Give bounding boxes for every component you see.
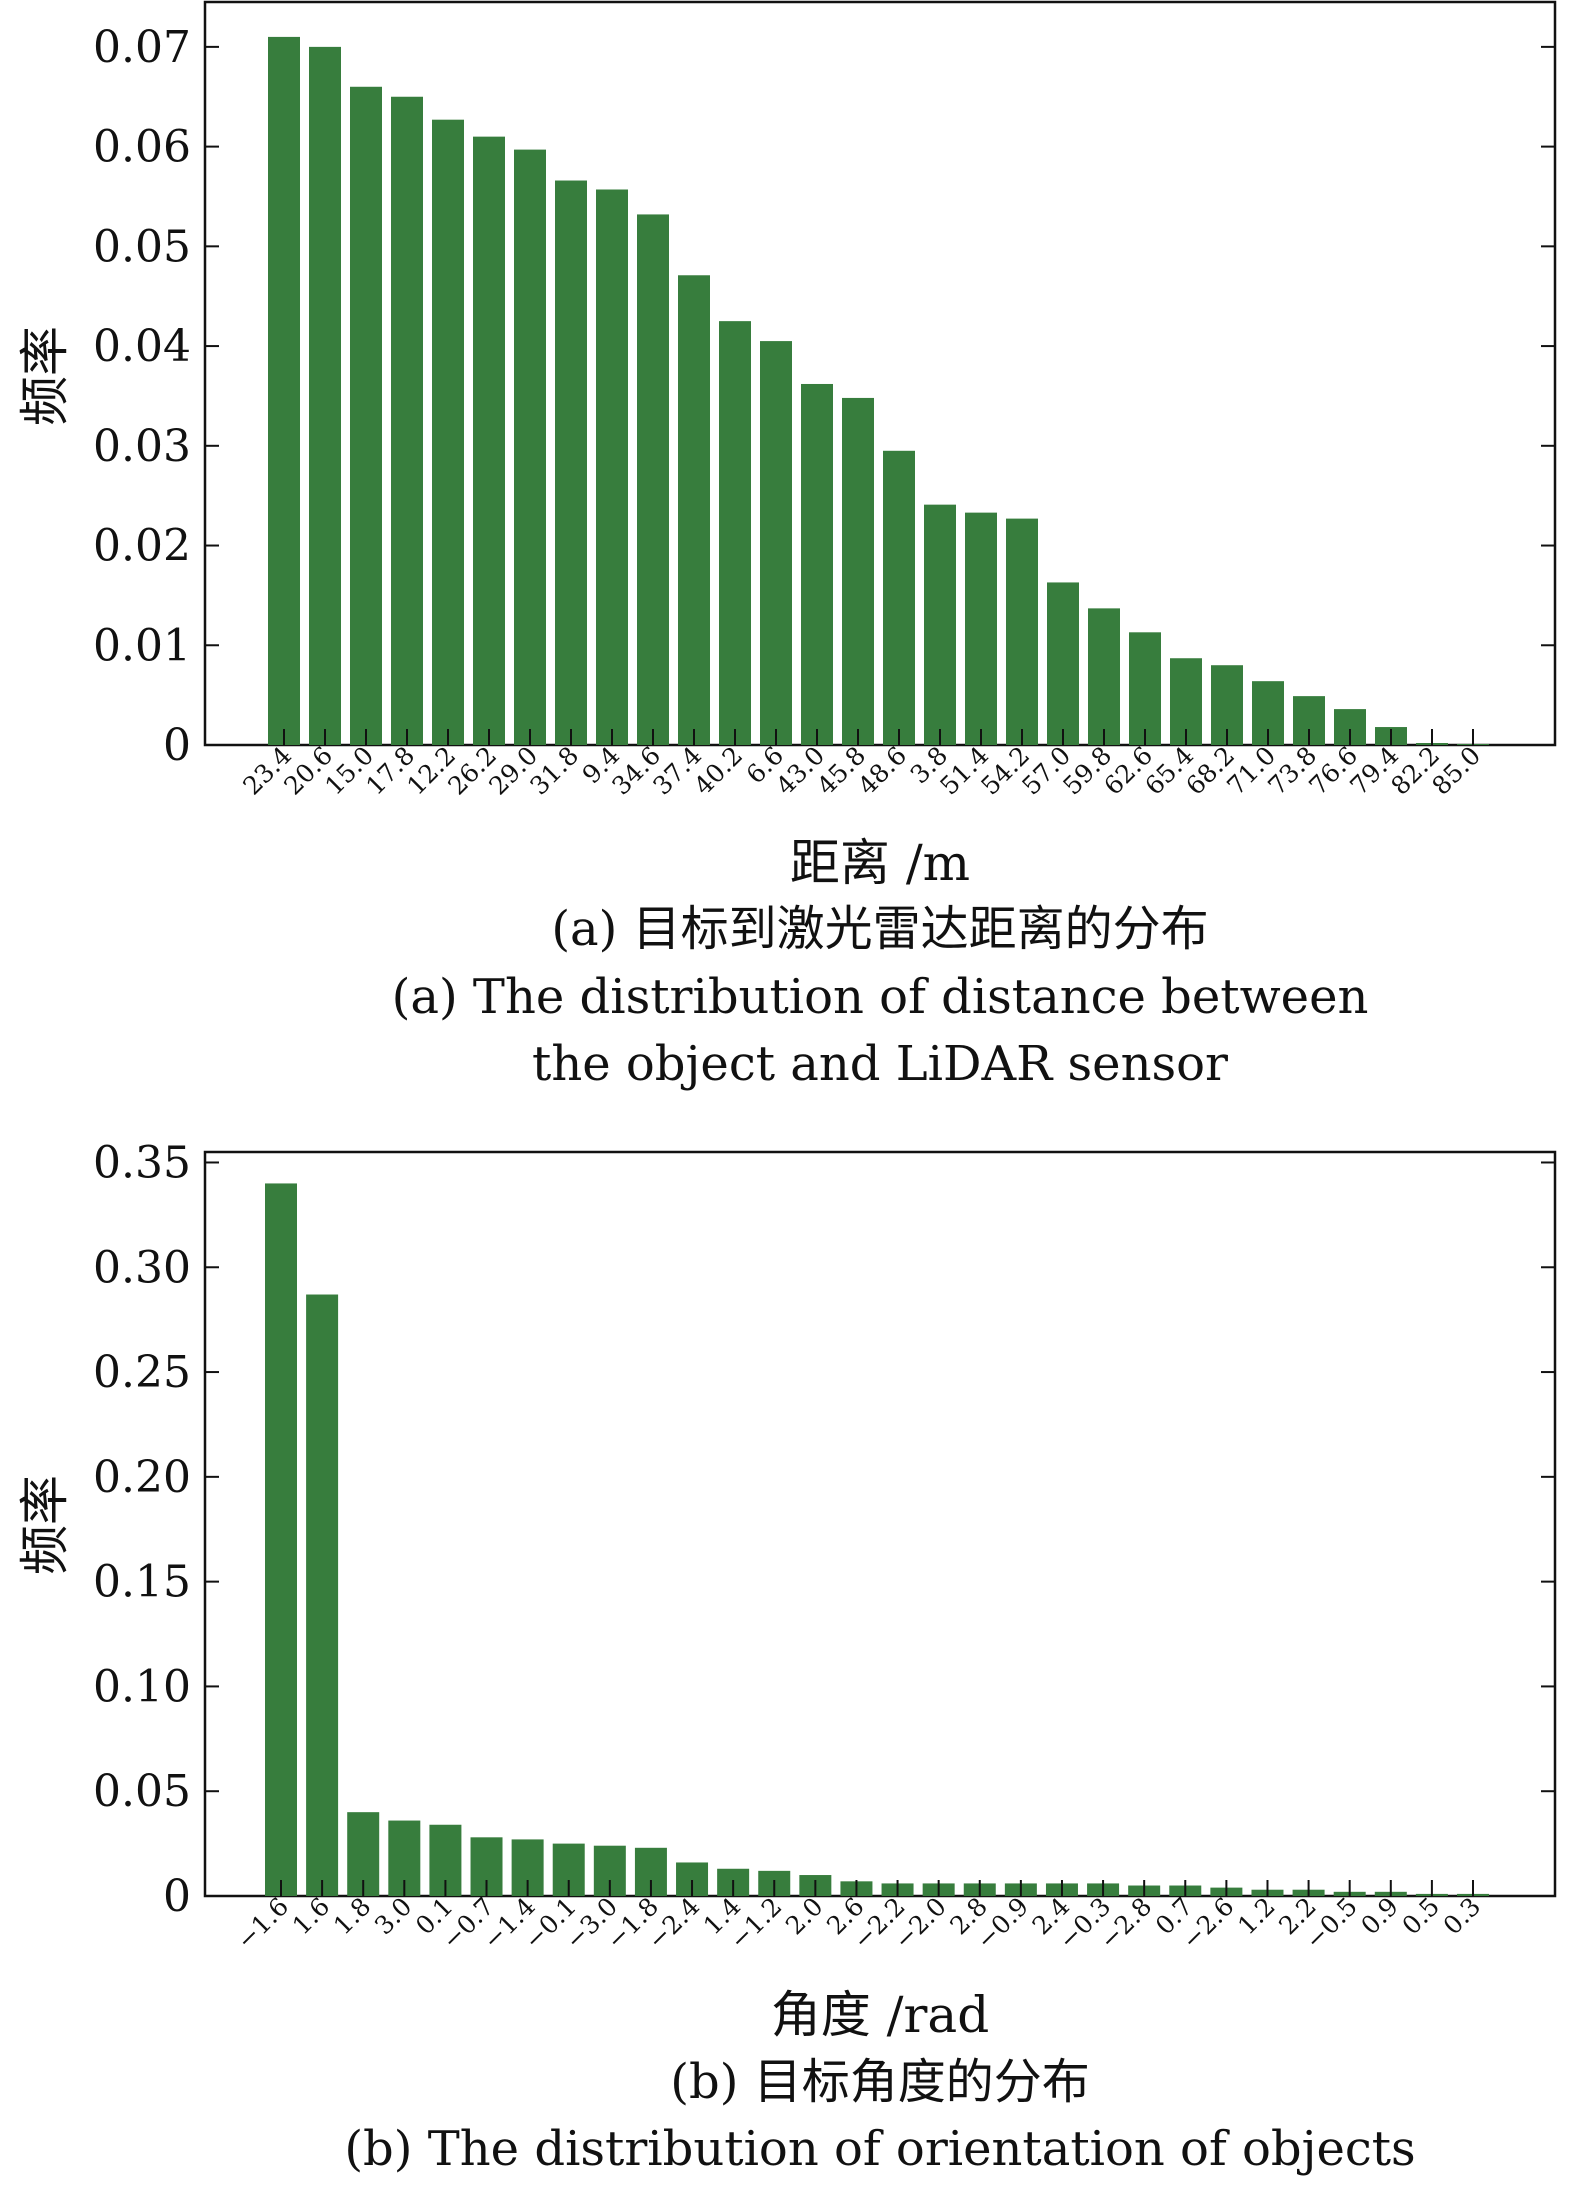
y-tick-label: 0.20	[93, 1452, 191, 1503]
bar	[309, 46, 341, 745]
y-tick-label: 0.35	[93, 1137, 191, 1188]
x-tick-label: 31.8	[524, 741, 584, 801]
bar	[1047, 582, 1079, 745]
caption-cn-b: (b) 目标角度的分布	[670, 2054, 1089, 2110]
y-tick-label: 0.25	[93, 1347, 191, 1398]
bar	[265, 1183, 297, 1896]
x-tick-label: 0.3	[1438, 1892, 1487, 1941]
bar	[965, 512, 997, 745]
bars-b	[265, 1183, 1489, 1896]
bar	[555, 180, 587, 745]
x-tick-label: 1.2	[1232, 1892, 1281, 1941]
orientation-chart: 0 0.05 0.10 0.15 0.20 0.25 0.30 0.35 −1.61.61.8…	[16, 1137, 1557, 2177]
x-axis-label-a: 距离 /m	[790, 834, 970, 892]
x-tick-label: 2.0	[780, 1892, 829, 1941]
bar	[596, 189, 628, 745]
x-tick-label: 48.6	[852, 741, 912, 801]
y-tick-label: 0.30	[93, 1242, 191, 1293]
y-tick-label: 0.07	[93, 22, 191, 73]
y-tick-label: 0.06	[93, 122, 191, 173]
bar	[268, 36, 300, 745]
x-axis-label-b: 角度 /rad	[771, 1986, 989, 2044]
bar	[760, 341, 792, 745]
bar	[924, 504, 956, 745]
y-axis-label-b: 频率	[16, 1475, 74, 1575]
caption-en-a-line2: the object and LiDAR sensor	[532, 1036, 1228, 1092]
x-tick-label: 40.2	[688, 741, 748, 801]
bar	[306, 1294, 339, 1896]
y-axis-label-a: 频率	[16, 326, 74, 426]
y-tick-label: 0.01	[93, 620, 191, 671]
y-tick-label: 0	[163, 1871, 191, 1922]
bar	[883, 450, 915, 745]
plot-frame-a	[203, 0, 1557, 747]
plot-frame-b	[203, 1150, 1557, 1898]
bar	[801, 383, 833, 745]
bar	[1129, 632, 1161, 745]
y-tick-label: 0.02	[93, 521, 191, 572]
y-ticks-b: 0 0.05 0.10 0.15 0.20 0.25 0.30 0.35	[93, 1137, 1555, 1922]
x-tick-label: 1.6	[287, 1892, 336, 1941]
bar	[432, 119, 464, 745]
x-tick-label: 0.9	[1355, 1892, 1404, 1941]
bar	[350, 86, 382, 746]
bar	[678, 275, 710, 745]
bar	[637, 214, 669, 745]
y-tick-label: 0.05	[93, 1766, 191, 1817]
bar	[1006, 518, 1038, 745]
bar	[514, 149, 546, 746]
caption-cn-a: (a) 目标到激光雷达距离的分布	[551, 901, 1208, 957]
bar	[473, 136, 505, 746]
bar	[1088, 608, 1120, 745]
caption-en-b: (b) The distribution of orientation of o…	[344, 2121, 1415, 2177]
bar	[391, 96, 423, 745]
caption-en-a-line1: (a) The distribution of distance between	[392, 969, 1369, 1025]
y-tick-label: 0	[163, 720, 191, 771]
x-tick-label: −1.6	[231, 1892, 294, 1955]
y-tick-label: 0.04	[93, 321, 191, 372]
distance-chart: 00.010.020.030.040.050.060.07 23.420.615…	[16, 0, 1557, 1092]
bar	[719, 321, 751, 745]
x-tick-label: 0.5	[1397, 1892, 1446, 1941]
y-tick-label: 0.05	[93, 221, 191, 272]
y-tick-label: 0.03	[93, 421, 191, 472]
y-tick-label: 0.10	[93, 1661, 191, 1712]
bar	[842, 397, 874, 745]
y-ticks-a: 0 0.01 0.02 0.03 0.04 0.05 0.06 0.07	[93, 22, 1555, 771]
x-tick-label: 85.0	[1426, 741, 1486, 801]
y-tick-label: 0.15	[93, 1557, 191, 1608]
bars-a	[268, 36, 1489, 746]
x-tick-label: 3.0	[369, 1892, 418, 1941]
x-tick-label: 1.8	[328, 1892, 377, 1941]
